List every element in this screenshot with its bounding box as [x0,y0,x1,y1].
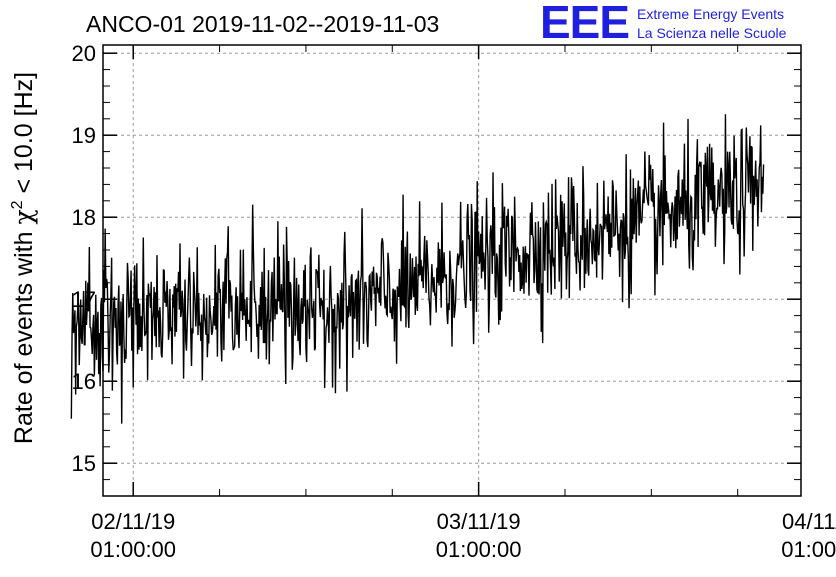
y-tick-label: 20 [72,41,96,66]
y-tick-label: 19 [72,123,96,148]
y-tick-label: 18 [72,205,96,230]
logo-line-2: La Scienza nelle Scuole [637,25,787,41]
chart-title: ANCO-01 2019-11-02--2019-11-03 [86,11,439,37]
y-tick-label: 15 [72,451,96,476]
x-tick-time: 01:00:00 [781,537,836,562]
x-tick-time: 01:00:00 [90,537,176,562]
plot-frame [102,44,802,497]
eee-logo: EEE Extreme Energy Events La Scienza nel… [540,0,830,48]
logo-line-1: Extreme Energy Events [637,6,785,22]
y-tick-label: 17 [72,287,96,312]
x-tick-date: 04/11/19 [782,509,836,534]
y-tick-label: 16 [72,369,96,394]
x-tick-time: 01:00:00 [436,537,522,562]
x-tick-date: 02/11/19 [91,509,175,534]
eee-logo-mark: EEE [540,0,630,48]
axis-ticks [103,45,801,497]
data-series [70,114,765,424]
x-tick-labels: 02/11/19 01:00:00 03/11/19 01:00:00 04/11/19… [90,509,836,562]
y-tick-labels: 15 16 17 18 19 20 [72,41,96,476]
y-axis-label: Rate of events with χ2 < 10.0 [Hz] [9,72,38,444]
rate-series-line [70,114,765,424]
grid-lines [103,45,801,496]
x-tick-date: 03/11/19 [437,509,521,534]
